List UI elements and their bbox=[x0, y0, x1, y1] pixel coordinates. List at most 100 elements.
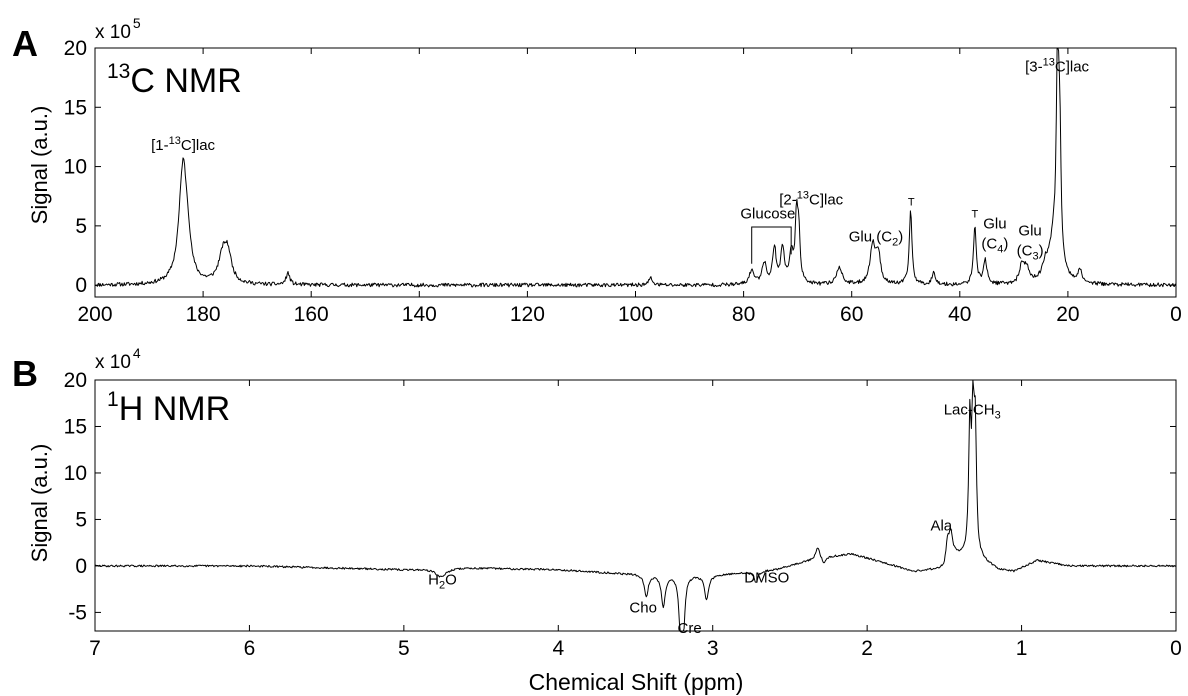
y-tick-label: 15 bbox=[64, 96, 87, 119]
annotation-glu-c2-main: Glu (C bbox=[849, 228, 893, 245]
x-tick-label: 80 bbox=[732, 303, 755, 326]
panel-b-spectrum-trace bbox=[94, 379, 1177, 632]
panel-b-title-mass: 1 bbox=[107, 388, 119, 411]
panel-a-letter: A bbox=[12, 23, 38, 64]
x-tick-label: 2 bbox=[861, 637, 873, 660]
annotation-2-13c-lactate: [2-13C]lac bbox=[779, 190, 843, 209]
y-tick-label: 5 bbox=[75, 508, 87, 531]
annotation-t-marker-49: T bbox=[908, 197, 915, 209]
annotation-glu-c2-sub: 2 bbox=[892, 236, 898, 248]
x-tick-label: 5 bbox=[398, 637, 410, 660]
x-tick-label: 100 bbox=[618, 303, 653, 326]
panel-b-y-multiplier: x 10 4 bbox=[95, 345, 141, 373]
y-tick-label: 5 bbox=[75, 215, 87, 238]
panel-a-y-multiplier: x 10 5 bbox=[95, 15, 141, 43]
annotation-h2o-o: O bbox=[445, 572, 457, 589]
annotation-glu-c3-open: (C bbox=[1017, 243, 1033, 260]
annotation-1-13c-lactate-mass: 13 bbox=[169, 135, 181, 147]
x-tick-label: 60 bbox=[840, 303, 863, 326]
panel-a-title: 13C NMR bbox=[107, 60, 242, 100]
panel-a-13c-nmr: A x 10 5 Signal (a.u.) 13C NMR 200 180 160 1… bbox=[12, 15, 1182, 326]
annotation-glu-c3: Glu (C3) bbox=[1017, 223, 1044, 263]
x-tick-label: 20 bbox=[1056, 303, 1079, 326]
panel-b-title: 1H NMR bbox=[107, 388, 230, 428]
annotation-2-13c-lactate-mass: 13 bbox=[797, 190, 809, 202]
annotation-glu-c4-open: (C bbox=[981, 236, 997, 253]
x-tick-label: 200 bbox=[77, 303, 112, 326]
annotation-h2o-h: H bbox=[428, 572, 439, 589]
annotation-glu-c4-line1: Glu bbox=[983, 216, 1006, 233]
panel-a-peak-annotations: [1-13C]lac Glucose [2-13C]lac Glu (C2) T… bbox=[151, 57, 1089, 263]
annotation-glu-c4: Glu (C4) bbox=[981, 216, 1008, 256]
annotation-lac-ch3: Lac-CH3 bbox=[944, 401, 1001, 421]
x-axis-label: Chemical Shift (ppm) bbox=[529, 669, 744, 695]
annotation-h2o: H2O bbox=[428, 572, 457, 592]
annotation-1-13c-lactate-suffix: C]lac bbox=[181, 137, 216, 154]
annotation-glu-c2: Glu (C2) bbox=[849, 228, 903, 248]
annotation-1-13c-lactate-prefix: [1- bbox=[151, 137, 169, 154]
x-tick-label: 4 bbox=[552, 637, 564, 660]
panel-b-title-main: H NMR bbox=[119, 390, 230, 428]
panel-b-y-axis-label: Signal (a.u.) bbox=[27, 444, 52, 563]
x-tick-label: 180 bbox=[186, 303, 221, 326]
x-tick-label: 40 bbox=[948, 303, 971, 326]
annotation-glu-c3-line2: (C3) bbox=[1017, 243, 1044, 263]
annotation-glucose: Glucose bbox=[740, 206, 795, 223]
annotation-glu-c2-close: ) bbox=[898, 228, 903, 245]
y-tick-label: 0 bbox=[75, 555, 87, 578]
annotation-cho: Cho bbox=[629, 599, 657, 616]
annotation-3-13c-lactate-suffix: C]lac bbox=[1055, 59, 1090, 76]
glucose-bracket bbox=[751, 226, 792, 264]
x-tick-label: 0 bbox=[1170, 637, 1182, 660]
annotation-1-13c-lactate: [1-13C]lac bbox=[151, 135, 215, 154]
panel-a-title-main: C NMR bbox=[130, 62, 241, 100]
annotation-3-13c-lactate-prefix: [3- bbox=[1025, 59, 1043, 76]
x-tick-label: 7 bbox=[89, 637, 101, 660]
panel-a-y-axis-label: Signal (a.u.) bbox=[27, 106, 52, 225]
annotation-dmso: DMSO bbox=[744, 570, 789, 587]
y-tick-label: 15 bbox=[64, 415, 87, 438]
annotation-lac-ch3-sub: 3 bbox=[995, 409, 1001, 421]
x-tick-label: 3 bbox=[707, 637, 719, 660]
annotation-ala: Ala bbox=[930, 518, 952, 535]
annotation-cre: Cre bbox=[678, 620, 702, 637]
annotation-h2o-sub: 2 bbox=[439, 580, 445, 592]
panel-b-multiplier-base: x 10 bbox=[95, 352, 131, 373]
annotation-t-marker-37: T bbox=[972, 209, 979, 221]
x-tick-label: 160 bbox=[294, 303, 329, 326]
y-tick-label: 20 bbox=[64, 37, 87, 60]
plot-frame bbox=[94, 379, 1177, 632]
panel-b-peak-annotations: H2O Cho Cre DMSO Ala Lac-CH3 bbox=[428, 401, 1001, 637]
panel-b-letter: B bbox=[12, 353, 38, 394]
panel-a-multiplier-exponent: 5 bbox=[133, 15, 141, 31]
annotation-3-13c-lactate-mass: 13 bbox=[1043, 57, 1055, 69]
x-tick-label: 0 bbox=[1170, 303, 1182, 326]
plot-frame bbox=[94, 47, 1177, 298]
annotation-glu-c4-sub: 4 bbox=[997, 244, 1003, 256]
x-tick-label: 6 bbox=[244, 637, 256, 660]
annotation-glu-c4-close: ) bbox=[1003, 236, 1008, 253]
panel-a-multiplier-base: x 10 bbox=[95, 22, 131, 43]
y-tick-label: 10 bbox=[64, 462, 87, 485]
y-tick-label: 0 bbox=[75, 274, 87, 297]
y-tick-label: 10 bbox=[64, 156, 87, 179]
annotation-glu-c3-sub: 3 bbox=[1032, 251, 1038, 263]
annotation-glu-c3-line1: Glu bbox=[1018, 223, 1041, 240]
x-tick-label: 120 bbox=[510, 303, 545, 326]
annotation-3-13c-lactate: [3-13C]lac bbox=[1025, 57, 1089, 76]
panel-b-1h-nmr: B x 10 4 Signal (a.u.) 1H NMR 7 6 5 4 3 2 1 0-50… bbox=[12, 345, 1182, 660]
annotation-glu-c3-close: ) bbox=[1039, 243, 1044, 260]
x-tick-label: 1 bbox=[1016, 637, 1028, 660]
panel-a-spectrum-trace bbox=[94, 47, 1177, 288]
panel-a-title-mass: 13 bbox=[107, 60, 130, 83]
panel-b-multiplier-exponent: 4 bbox=[133, 345, 141, 361]
annotation-lac-ch3-main: Lac-CH bbox=[944, 401, 995, 418]
annotation-glu-c4-line2: (C4) bbox=[981, 236, 1008, 256]
annotation-2-13c-lactate-suffix: C]lac bbox=[809, 192, 844, 209]
x-tick-label: 140 bbox=[402, 303, 437, 326]
